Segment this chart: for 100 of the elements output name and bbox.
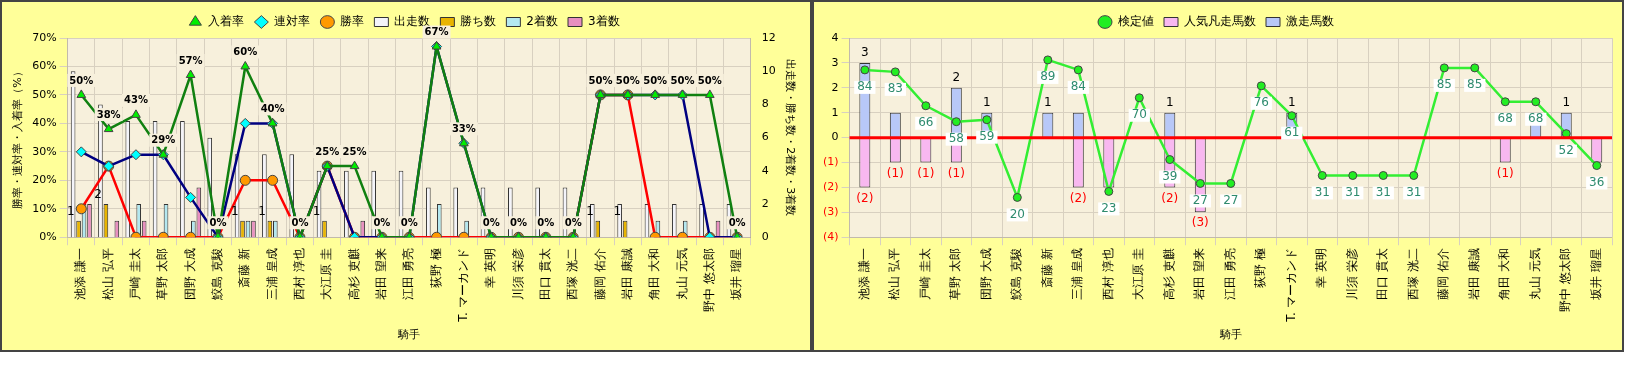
- data-label: 1: [230, 203, 239, 218]
- data-label: 85: [1436, 77, 1452, 92]
- data-label: 66: [918, 114, 934, 129]
- data-label: 0%: [510, 216, 528, 228]
- x-tick-label: 坂井 瑠星: [729, 248, 744, 302]
- x-tick-label: 鮫島 克駿: [1009, 248, 1024, 301]
- data-label: (2): [1161, 190, 1179, 205]
- x-tick-label: 高杉 吏麒: [346, 248, 361, 301]
- legend-label: 3着数: [588, 14, 620, 29]
- legend-label: 入着率: [208, 14, 245, 29]
- x-tick-label: 松山 弘平: [100, 248, 115, 301]
- x-tick-label: 丸山 元気: [1527, 248, 1542, 301]
- x-tick-label: 岩田 望来: [374, 248, 389, 301]
- x-tick-label: 三浦 皇成: [264, 248, 279, 301]
- data-label: 85: [1467, 77, 1483, 92]
- y-tick-label: 40%: [32, 116, 57, 130]
- data-label: 0%: [482, 216, 500, 228]
- data-label: 31: [1345, 184, 1361, 199]
- data-label: 33%: [451, 122, 476, 134]
- data-label: 3: [861, 45, 869, 60]
- data-label: 76: [1253, 94, 1269, 109]
- data-label: 1: [1287, 94, 1296, 109]
- x-tick-label: 岩田 望来: [1192, 248, 1207, 301]
- data-label: 0%: [291, 216, 309, 228]
- data-label: 1: [1165, 94, 1174, 109]
- y2-tick-label: 12: [761, 30, 776, 44]
- x-tick-label: 高杉 吏麒: [1161, 248, 1176, 301]
- data-label: 31: [1314, 184, 1330, 199]
- x-tick-label: 丸山 元気: [674, 248, 689, 301]
- data-label: 50%: [670, 74, 695, 86]
- data-label: 29%: [151, 134, 176, 146]
- y-tick-label: (1): [822, 155, 839, 169]
- y2-tick-label: 2: [761, 196, 769, 210]
- x-tick-label: 草野 太郎: [155, 248, 170, 301]
- x-tick-label: 西塚 洸二: [1405, 248, 1420, 301]
- data-label: 23: [1101, 200, 1117, 215]
- y-tick-label: 10%: [32, 201, 57, 215]
- legend-label: 検定値: [1118, 14, 1154, 29]
- data-label: 84: [1070, 79, 1086, 94]
- y-tick-label: 0%: [39, 230, 57, 244]
- data-label: (1): [947, 165, 965, 180]
- y-tick-label: 3: [831, 55, 839, 69]
- data-label: 61: [1284, 124, 1300, 139]
- x-tick-label: 角田 大和: [647, 248, 662, 301]
- x-tick-label: 田口 貫太: [537, 248, 552, 301]
- x-axis-title: 騎手: [1218, 328, 1242, 342]
- data-label: 27: [1192, 192, 1208, 207]
- legend-label: 勝ち数: [460, 14, 497, 29]
- data-label: 36: [1589, 174, 1605, 189]
- y2-tick-label: 10: [761, 64, 776, 78]
- legend-label: 2着数: [526, 14, 559, 29]
- data-label: 50%: [588, 74, 613, 86]
- data-label: 39: [1162, 168, 1178, 183]
- y2-tick-label: 6: [761, 130, 769, 144]
- data-label: 70: [1131, 106, 1147, 121]
- data-label: 50%: [615, 74, 640, 86]
- data-label: 0%: [728, 216, 746, 228]
- y2-tick-label: 8: [761, 97, 769, 111]
- y-tick-label: 0: [831, 130, 839, 144]
- data-label: 1: [613, 203, 622, 218]
- y-tick-label: (2): [822, 180, 839, 194]
- data-label: 83: [887, 81, 903, 95]
- x-tick-label: 戸崎 圭太: [917, 248, 932, 301]
- x-tick-label: 松山 弘平: [887, 248, 902, 301]
- data-label: 1: [1562, 94, 1571, 109]
- data-label: 50%: [69, 74, 94, 86]
- data-label: 68: [1528, 110, 1544, 125]
- data-label: 1: [66, 203, 75, 218]
- data-label: 59: [979, 128, 995, 143]
- x-tick-label: 岩田 康誠: [619, 248, 634, 301]
- y-tick-label: 2: [831, 80, 839, 94]
- data-label: 27: [1223, 192, 1239, 207]
- data-label: 1: [983, 94, 991, 109]
- data-label: 38%: [96, 108, 121, 120]
- data-label: 20: [1009, 206, 1025, 221]
- data-label: 31: [1406, 184, 1422, 199]
- x-tick-label: 藤岡 佑介: [1436, 248, 1451, 301]
- data-label: 57%: [178, 54, 203, 66]
- data-label: 68: [1497, 110, 1513, 125]
- data-label: 1: [312, 203, 321, 218]
- data-label: 0%: [373, 216, 391, 228]
- data-label: 25%: [342, 145, 367, 157]
- x-tick-label: 大江原 圭: [319, 248, 334, 301]
- data-label: 67%: [424, 26, 449, 38]
- x-tick-label: 大江原 圭: [1131, 248, 1146, 301]
- data-label: (2): [1069, 190, 1087, 205]
- y2-tick-label: 4: [761, 163, 769, 177]
- x-tick-label: 坂井 瑠星: [1588, 248, 1603, 302]
- legend-label: 勝率: [340, 14, 365, 29]
- x-tick-label: 鮫島 克駿: [210, 248, 225, 301]
- x-tick-label: 草野 太郎: [948, 248, 963, 301]
- y-tick-label: (3): [822, 205, 839, 219]
- data-label: 0%: [209, 216, 227, 228]
- x-tick-label: 江田 勇亮: [1222, 248, 1237, 301]
- y2-axis-title: 出走数・勝ち数・2着数・3着数: [783, 59, 797, 217]
- x-tick-label: 川須 栄彦: [510, 248, 525, 301]
- x-tick-label: 江田 勇亮: [401, 248, 416, 301]
- data-label: 31: [1375, 184, 1391, 199]
- legend-label: 人気凡走馬数: [1184, 14, 1256, 29]
- data-label: (1): [917, 165, 935, 180]
